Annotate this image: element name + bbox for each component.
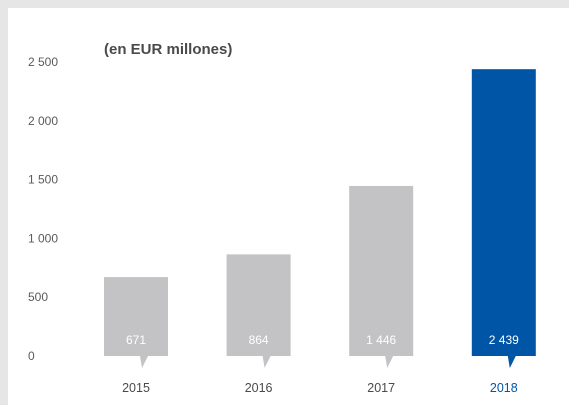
x-tick-label: 2017 xyxy=(367,381,395,395)
chart-title: (en EUR millones) xyxy=(104,41,232,58)
x-tick-label: 2015 xyxy=(122,381,150,395)
x-tick-label: 2016 xyxy=(245,381,273,395)
y-tick-label: 2 500 xyxy=(28,55,58,69)
bars: 671 2015 864 2016 1 446 2017 2 439 2018 xyxy=(104,69,536,395)
bar-value-label: 671 xyxy=(126,333,146,347)
bar-pointer xyxy=(262,356,271,368)
x-tick-label: 2018 xyxy=(490,381,518,395)
y-tick-label: 0 xyxy=(28,349,35,363)
bar-value-label: 2 439 xyxy=(489,333,519,347)
bar xyxy=(104,277,168,356)
bar-pointer xyxy=(140,356,148,368)
bar-value-label: 864 xyxy=(249,333,269,347)
bar-value-label: 1 446 xyxy=(366,333,396,347)
y-tick-label: 2 000 xyxy=(28,114,58,128)
y-tick-label: 500 xyxy=(28,290,48,304)
bar-group-2017: 1 446 2017 xyxy=(349,185,414,395)
y-axis: 0 500 1 000 1 500 2 000 2 500 xyxy=(28,55,58,363)
bar-pointer xyxy=(507,356,516,368)
bar-group-2018: 2 439 2018 xyxy=(471,69,536,395)
bar-group-2015: 671 2015 xyxy=(104,277,168,395)
y-tick-label: 1 000 xyxy=(28,231,58,245)
bar xyxy=(349,185,414,356)
y-tick-label: 1 500 xyxy=(28,173,58,187)
bar xyxy=(226,254,291,356)
bar-pointer xyxy=(385,356,394,368)
bar-group-2016: 864 2016 xyxy=(226,254,291,395)
bar xyxy=(471,69,536,357)
